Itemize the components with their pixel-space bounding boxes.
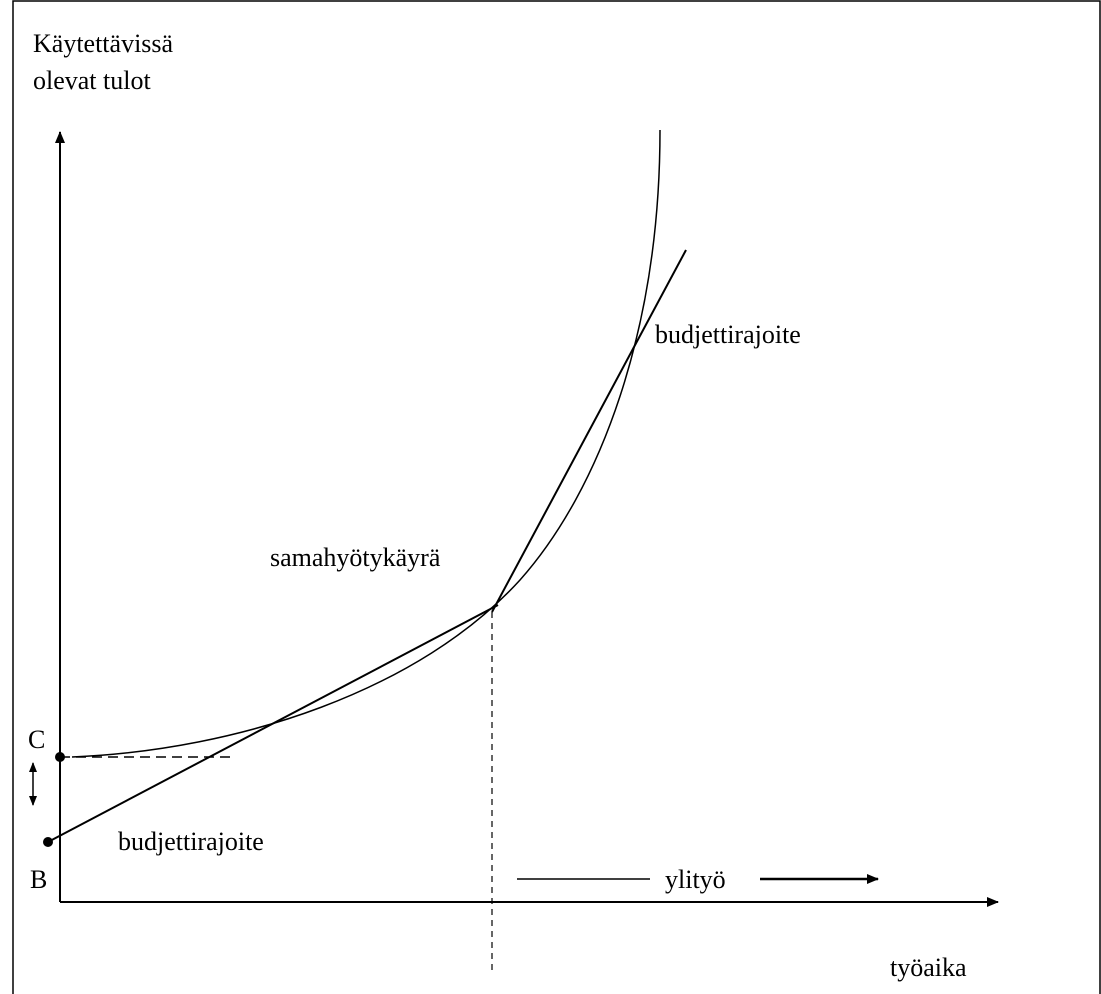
x-axis-label: työaika [890,953,967,982]
budget-line-upper [491,249,687,613]
point-c [55,752,65,762]
indifference-curve [71,129,661,758]
point-label: B [30,865,47,894]
budget-line-lower [47,604,499,843]
curve-label: samahyötykäyrä [270,543,441,572]
y-axis-label: olevat tulot [33,66,151,95]
budget-label: budjettirajoite [118,827,264,856]
point-b [43,837,53,847]
overtime-label: ylityö [665,865,726,894]
budget-label: budjettirajoite [655,320,801,349]
frame [12,0,1101,994]
point-label: C [28,725,45,754]
y-axis-label: Käytettävissä [33,29,174,58]
